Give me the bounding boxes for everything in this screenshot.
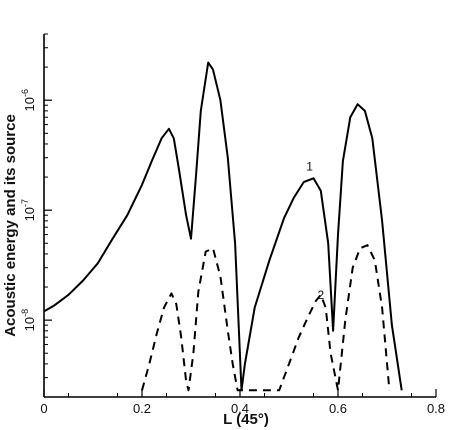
x-tick-label: 0.2 [133,401,151,416]
plot-area: 0 0.2 0.4 0.6 0.810-810-710-612 [20,33,445,416]
series-1-label: 1 [306,159,313,173]
series-2-label: 2 [318,288,325,302]
y-tick-label: 10-6 [20,89,37,111]
series-1-solid-line [43,61,403,392]
y-axis-title: Acoustic energy and its source [2,114,19,337]
series-2-dashed-line [141,244,391,392]
y-tick-base: 10 [22,97,37,111]
y-tick-base: 10 [22,207,37,221]
x-axis-title: L (45°) [223,411,269,428]
y-tick-exponent: -8 [20,309,30,317]
y-tick-label: 10-8 [20,309,37,331]
x-tick-label: 0 [40,401,47,416]
x-tick-label: 0.6 [329,401,347,416]
y-tick-label: 10-7 [20,199,37,221]
x-tick-label: 0.4 [231,401,249,416]
y-tick-base: 10 [22,317,37,331]
y-tick-exponent: -7 [20,199,30,207]
x-tick-label: 0.8 [427,401,445,416]
y-tick-exponent: -6 [20,89,30,97]
